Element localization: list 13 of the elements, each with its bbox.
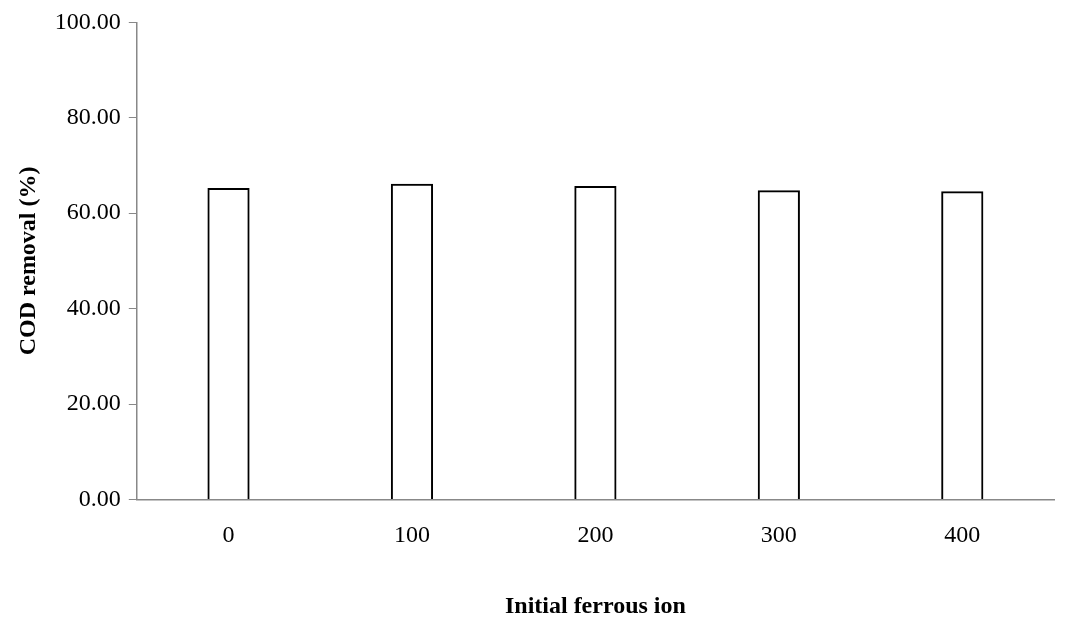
x-tick-label: 100 — [393, 521, 430, 548]
y-tick-label: 80.00 — [66, 103, 121, 130]
x-tick-label: 200 — [577, 521, 614, 548]
y-tick-label: 60.00 — [66, 198, 121, 225]
x-tick-label: 400 — [944, 521, 981, 548]
y-tick-label: 20.00 — [66, 389, 121, 416]
x-axis-title: Initial ferrous ion — [504, 591, 686, 618]
y-tick-label: 40.00 — [66, 293, 121, 320]
x-tick-label: 300 — [760, 521, 797, 548]
y-tick-label: 100.00 — [54, 7, 121, 34]
y-tick-label: 0.00 — [78, 484, 121, 511]
y-axis-title: COD removal (%) — [13, 166, 40, 356]
x-tick-label: 0 — [222, 521, 235, 548]
